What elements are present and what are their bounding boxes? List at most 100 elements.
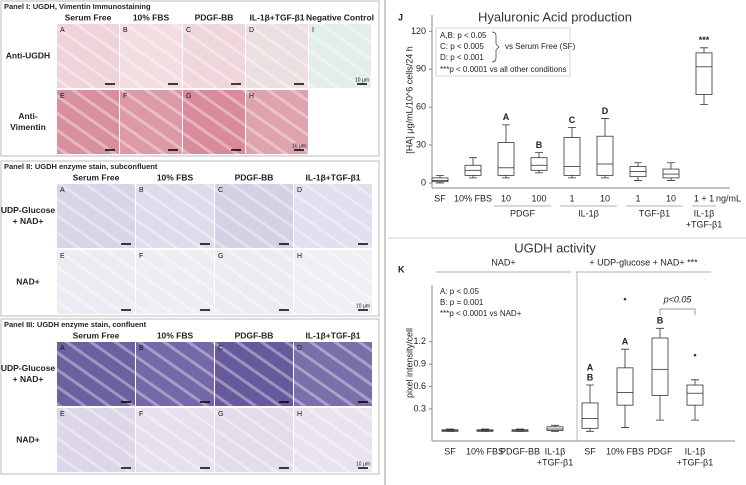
box — [686, 384, 704, 406]
group-label: +TGF-β1 — [686, 219, 722, 229]
image-letter: H — [297, 411, 302, 418]
y-tick-label: 90 — [416, 64, 426, 74]
y-tick-label: 120 — [411, 26, 426, 36]
box — [530, 157, 548, 171]
image-letter: F — [139, 411, 143, 418]
box — [616, 367, 634, 406]
legend-text: ***p < 0.0001 vs NAD+ — [440, 309, 522, 318]
x-tick-label: +TGF-β1 — [677, 457, 713, 467]
x-tick-label: 1 + 1 — [694, 193, 714, 203]
panel-frame — [0, 0, 380, 157]
image-letter: F — [123, 93, 127, 100]
image-letter: F — [139, 253, 143, 260]
row-label: Vimentin — [10, 122, 46, 132]
x-tick-label: SF — [584, 446, 596, 456]
panel-label: K — [398, 264, 405, 274]
micrograph-texture — [215, 408, 293, 472]
panel-label: J — [398, 12, 403, 22]
panel-title: Panel II: UGDH enzyme stain, subconfluen… — [4, 162, 158, 171]
box — [662, 168, 680, 179]
image-letter: C — [218, 187, 223, 194]
y-tick-label: 0.3 — [413, 403, 426, 413]
micrograph-texture — [246, 24, 308, 88]
micrograph-texture — [57, 90, 119, 154]
x-tick-label: PDGF — [647, 446, 673, 456]
y-tick-label: 0 — [421, 177, 426, 187]
micrograph-texture — [294, 342, 372, 406]
whisker — [691, 379, 699, 421]
y-tick-label: 1.2 — [413, 336, 426, 346]
box — [596, 135, 614, 176]
whisker — [656, 327, 664, 421]
box — [581, 402, 599, 429]
micrograph-texture — [215, 342, 293, 406]
significance-label: A — [503, 112, 510, 122]
scale-label: 10 µm — [355, 77, 369, 83]
outlier — [623, 297, 627, 301]
whisker — [535, 152, 543, 174]
significance-label: A — [587, 362, 594, 372]
micrograph-texture — [215, 184, 293, 248]
column-header: 10% FBS — [157, 172, 194, 182]
whisker — [700, 47, 708, 106]
micrograph-texture — [136, 184, 214, 248]
column-header: 10% FBS — [133, 12, 170, 22]
micrograph-texture — [294, 184, 372, 248]
significance-label: *** — [699, 35, 710, 45]
row-label: Anti-UGDH — [6, 50, 50, 60]
row-label: NAD+ — [16, 276, 39, 286]
image-letter: D — [297, 187, 302, 194]
image-letter: B — [139, 187, 144, 194]
image-letter: E — [60, 253, 65, 260]
panel-frame — [0, 318, 380, 475]
legend-text: C: p < 0.005 — [440, 42, 484, 51]
legend-frame — [435, 27, 571, 77]
whisker — [568, 126, 576, 179]
significance-label: B — [657, 316, 664, 326]
group-label: PDGF — [510, 208, 536, 218]
x-tick-label: 10% FBS — [606, 446, 644, 456]
x-tick-label: 1 — [569, 193, 574, 203]
y-tick-label: 30 — [416, 139, 426, 149]
legend-text: A,B: p < 0.05 — [440, 31, 487, 40]
significance-label: B — [536, 140, 543, 150]
column-header: IL-1β+TGF-β1 — [249, 12, 304, 22]
micrograph-texture — [183, 24, 245, 88]
x-tick-label: IL-1β — [685, 446, 706, 456]
x-tick-label: +TGF-β1 — [537, 457, 573, 467]
micrograph-texture — [294, 408, 372, 472]
column-header: PDGF-BB — [195, 12, 234, 22]
x-tick-label: 10 — [501, 193, 511, 203]
scale-label: 10 µm — [356, 461, 370, 467]
column-header: PDGF-BB — [235, 330, 274, 340]
x-tick-label: 10 — [600, 193, 610, 203]
column-header: Serum Free — [65, 12, 112, 22]
micrograph-texture — [246, 90, 308, 154]
group-label: TGF-β1 — [639, 208, 670, 218]
image-letter: A — [60, 187, 65, 194]
column-header: IL-1β+TGF-β1 — [305, 330, 360, 340]
whisker — [586, 384, 594, 432]
x-tick-label: 10% FBS — [454, 193, 492, 203]
micrograph-texture — [57, 342, 135, 406]
y-tick-label: 60 — [416, 102, 426, 112]
column-header: IL-1β+TGF-β1 — [305, 172, 360, 182]
legend-text: B: p = 0.001 — [440, 298, 484, 307]
image-letter: A — [60, 345, 65, 352]
whisker — [469, 157, 477, 179]
x-tick-label: 10% FBS — [466, 446, 504, 456]
y-axis-label: [HA] μg/mL/10^6 cells/24 h — [404, 46, 414, 153]
image-letter: G — [218, 253, 223, 260]
image-letter: I — [312, 27, 314, 34]
significance-label: A — [622, 337, 629, 347]
row-label: NAD+ — [16, 434, 39, 444]
whisker — [621, 348, 629, 428]
bracket-label: p<0.05 — [663, 294, 693, 304]
whisker — [667, 162, 675, 181]
column-header: 10% FBS — [157, 330, 194, 340]
row-label: UDP-Glucose — [1, 205, 56, 215]
image-letter: C — [186, 27, 191, 34]
image-letter: D — [249, 27, 254, 34]
y-axis-label: pixel intensity/cell — [404, 328, 414, 398]
image-letter: D — [297, 345, 302, 352]
